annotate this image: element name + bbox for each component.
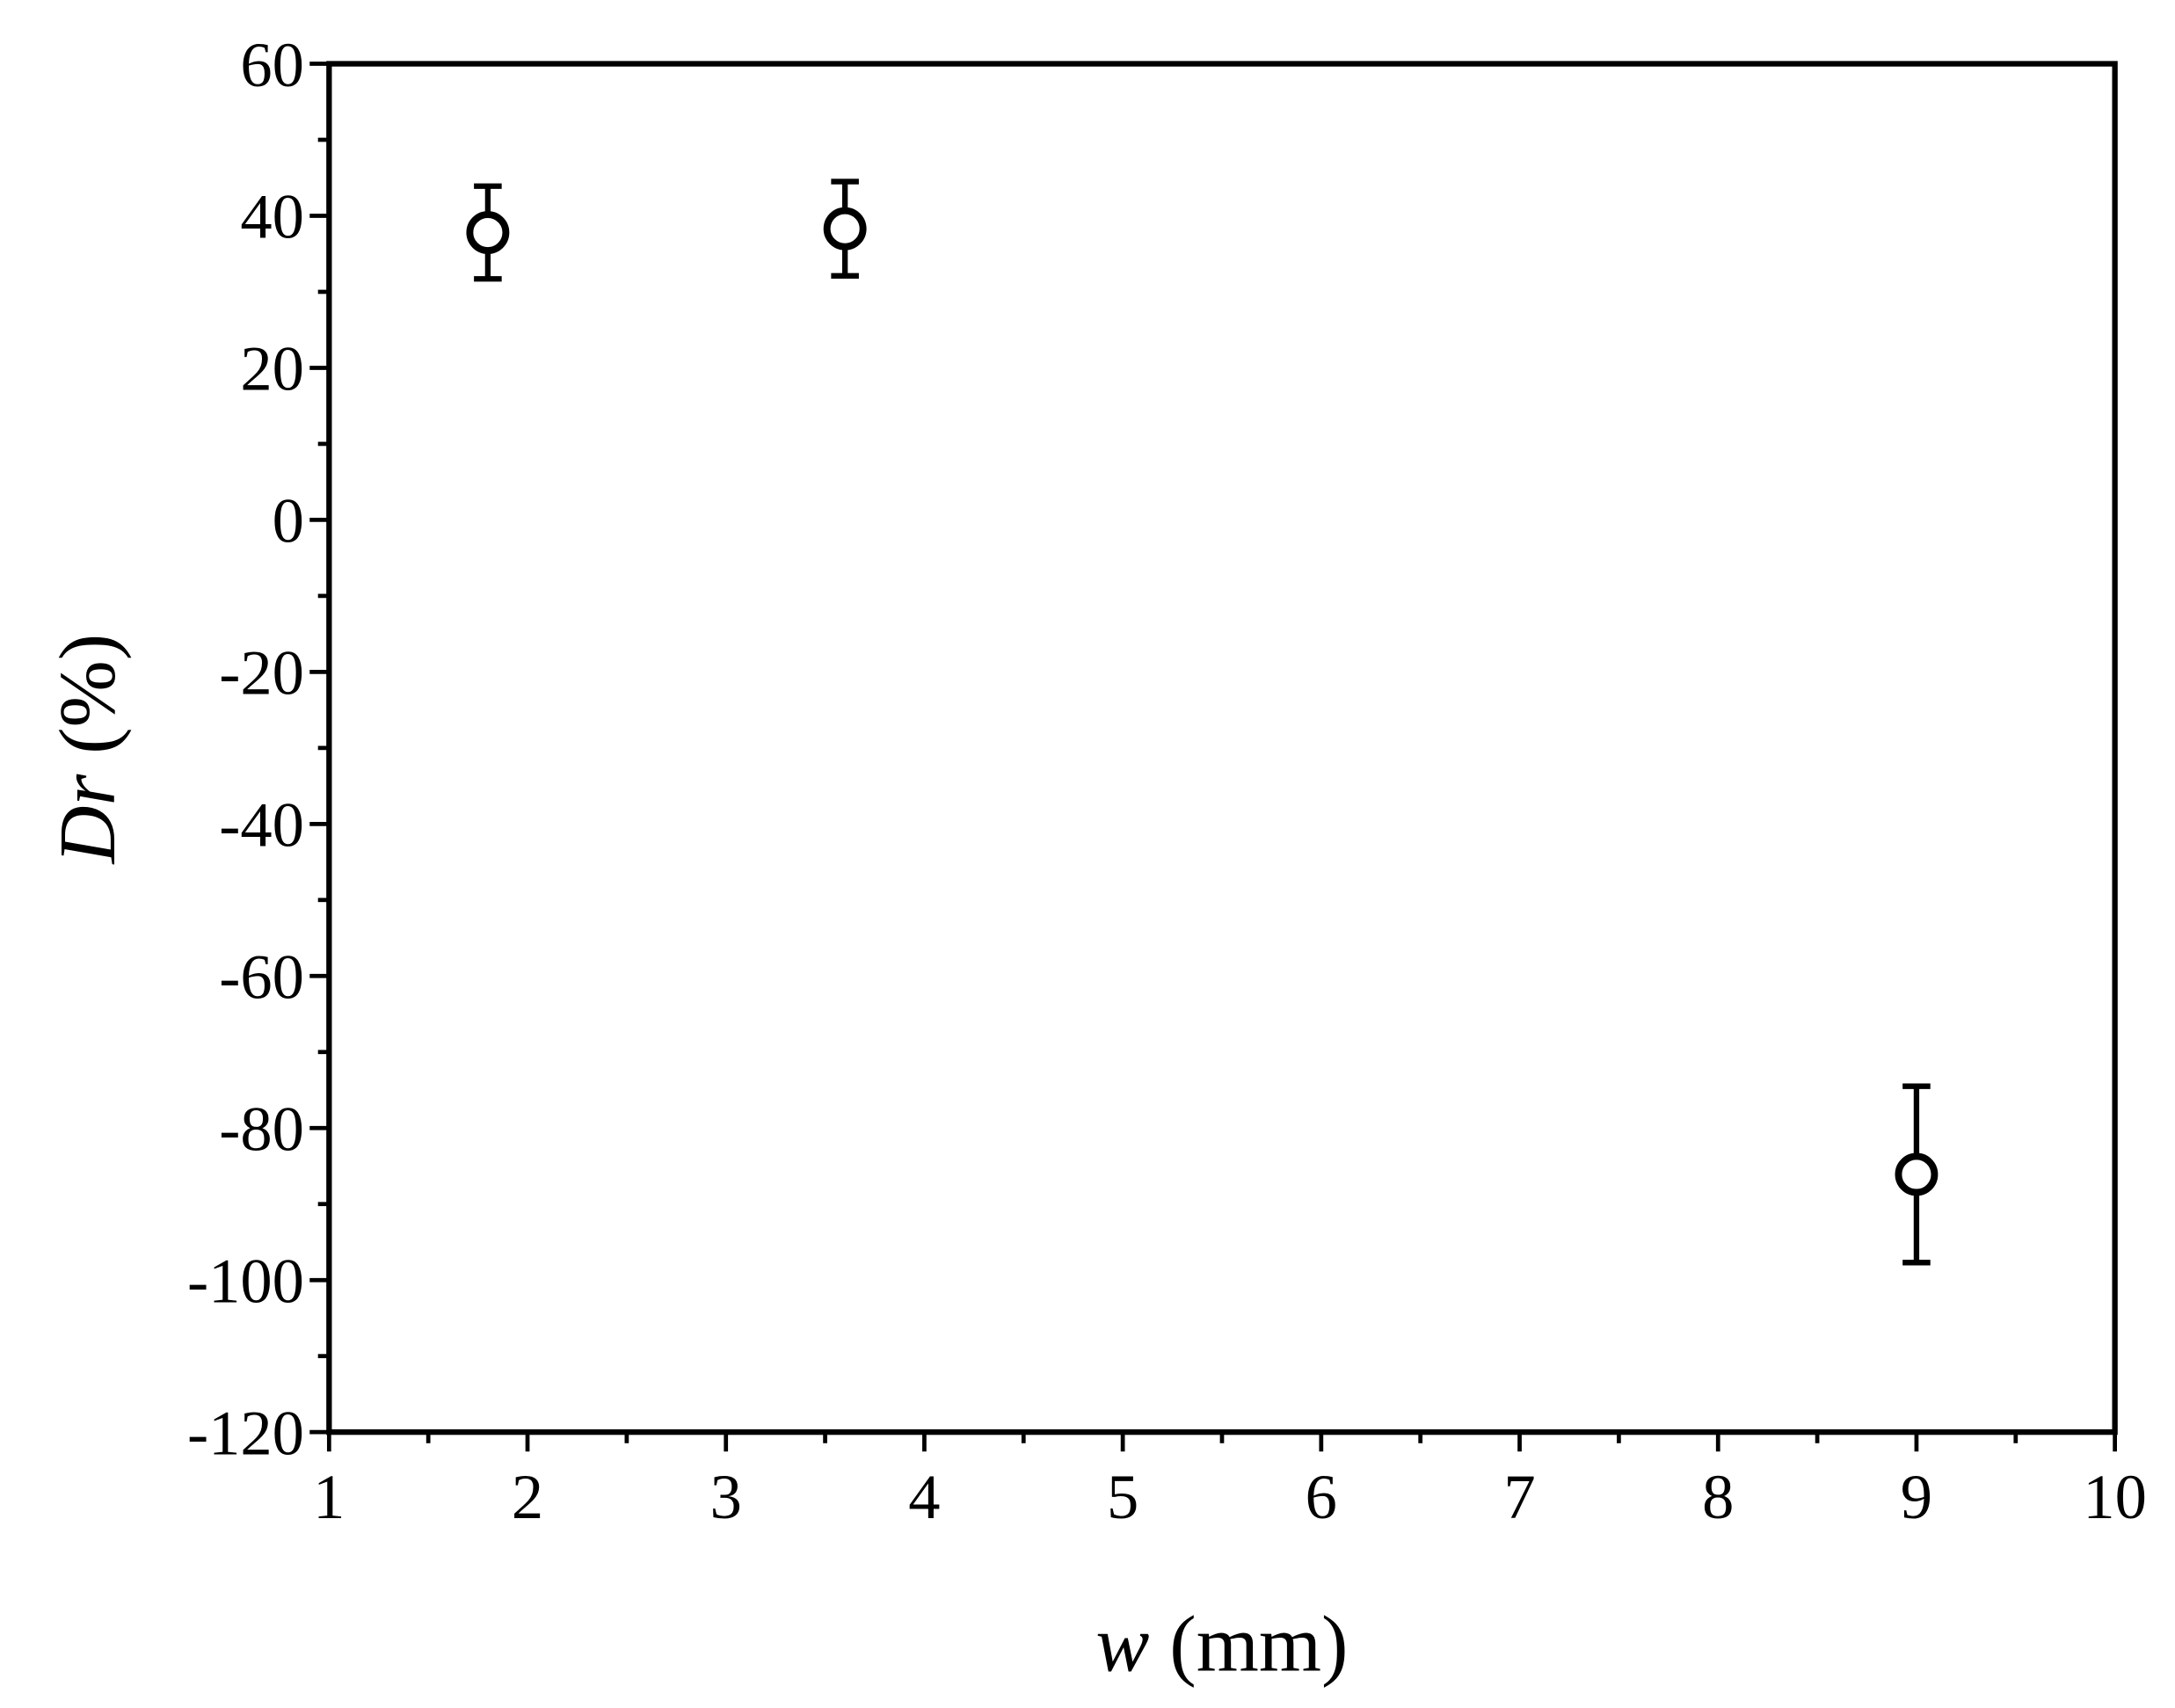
- y-tick-label: -100: [187, 1245, 304, 1316]
- marker: [823, 207, 867, 251]
- x-tick-label: 3: [710, 1461, 742, 1532]
- y-tick-label: -40: [219, 789, 304, 861]
- y-tick-label: 60: [240, 29, 304, 100]
- y-tick-label: -60: [219, 941, 304, 1013]
- x-tick-label: 9: [1901, 1461, 1932, 1532]
- y-tick-label: 40: [240, 181, 304, 252]
- y-tick-label: 0: [273, 485, 304, 556]
- x-axis-label: w (mm): [1095, 1598, 1348, 1688]
- x-tick-label: 6: [1306, 1461, 1337, 1532]
- x-tick-label: 1: [313, 1461, 345, 1532]
- marker: [1895, 1152, 1939, 1196]
- x-tick-label: 10: [2083, 1461, 2147, 1532]
- x-tick-label: 5: [1107, 1461, 1138, 1532]
- y-tick-label: -120: [187, 1397, 304, 1468]
- y-tick-label: -80: [219, 1093, 304, 1164]
- y-tick-label: 20: [240, 333, 304, 404]
- marker: [466, 211, 510, 254]
- x-tick-label: 2: [512, 1461, 543, 1532]
- x-tick-label: 4: [908, 1461, 940, 1532]
- x-tick-label: 7: [1503, 1461, 1535, 1532]
- y-axis-label: Dr (%): [42, 634, 132, 866]
- y-tick-label: -20: [219, 637, 304, 709]
- x-tick-label: 8: [1702, 1461, 1734, 1532]
